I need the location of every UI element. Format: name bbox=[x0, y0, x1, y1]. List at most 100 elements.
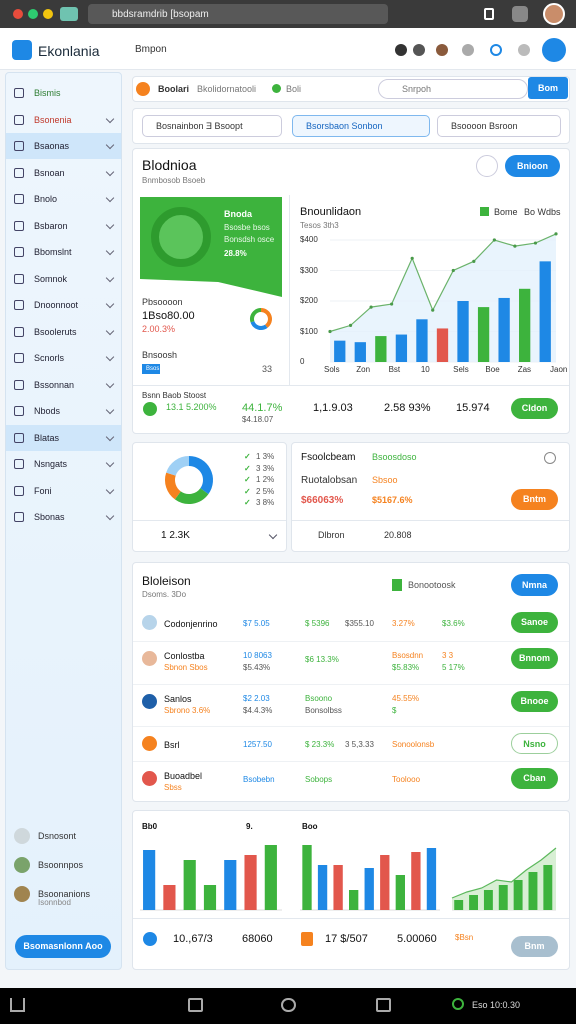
line bbox=[329, 233, 557, 333]
bar bbox=[416, 319, 428, 362]
icon bbox=[14, 247, 24, 257]
dropdown[interactable] bbox=[142, 115, 282, 137]
card-subtitle: Dsoms. 3Do bbox=[142, 590, 187, 599]
button[interactable]: Bsomasnlonn Aoo bbox=[15, 935, 111, 958]
button[interactable]: Bnooe bbox=[511, 691, 558, 712]
card-subtitle: Bnmbosob Bsoeb bbox=[142, 176, 206, 185]
row-icon bbox=[142, 615, 157, 630]
stat-value: 10.,67/3 bbox=[173, 933, 213, 945]
legend-entry: 1 2% bbox=[256, 475, 275, 484]
footer-label: Dlbron bbox=[318, 530, 345, 540]
icon bbox=[14, 114, 24, 125]
icon bbox=[14, 485, 24, 496]
status-dot bbox=[272, 84, 281, 93]
row-sub: Sbrono 3.6% bbox=[164, 706, 211, 715]
nav-item[interactable]: Bsaonas bbox=[34, 141, 70, 151]
button[interactable]: Nmna bbox=[511, 574, 558, 596]
action-button[interactable] bbox=[542, 38, 566, 62]
button[interactable]: Nsno bbox=[511, 733, 558, 754]
nav-item[interactable]: Bsbaron bbox=[34, 220, 68, 231]
nav-item[interactable]: Dnoonnoot bbox=[34, 300, 79, 310]
nav-button[interactable] bbox=[188, 998, 203, 1012]
button[interactable]: Cldon bbox=[511, 398, 558, 419]
icon bbox=[14, 88, 24, 98]
nav-item[interactable]: Nbods bbox=[34, 406, 61, 416]
nav-item[interactable]: Bismis bbox=[34, 88, 61, 98]
icon-button[interactable] bbox=[476, 155, 498, 177]
nav-item[interactable]: Foni bbox=[34, 485, 52, 496]
icon[interactable] bbox=[518, 44, 530, 56]
footer-label: Bsnn Baob Stoost bbox=[142, 391, 207, 400]
cell: $ 5396 bbox=[305, 619, 330, 628]
window-dot bbox=[43, 9, 53, 19]
legend-entry: Bome bbox=[494, 207, 518, 217]
nav-item[interactable]: Bnolo bbox=[34, 194, 58, 204]
user-name[interactable]: Dsnosont bbox=[38, 831, 77, 841]
x-tick-label: Sols bbox=[324, 365, 340, 374]
dropdown-value[interactable]: 1 2.3K bbox=[161, 530, 190, 541]
button[interactable]: Bnm bbox=[511, 936, 558, 957]
icon[interactable] bbox=[462, 44, 474, 56]
nav-item[interactable]: Bbomslnt bbox=[34, 247, 72, 257]
icon[interactable] bbox=[413, 44, 425, 56]
button[interactable]: Bntm bbox=[511, 489, 558, 510]
avatar bbox=[543, 3, 565, 25]
search-box[interactable] bbox=[378, 79, 528, 99]
dropdown[interactable] bbox=[437, 115, 561, 137]
nav-button[interactable] bbox=[281, 998, 296, 1012]
chart-label: Bb0 bbox=[142, 822, 158, 831]
nav-item[interactable]: Sbonas bbox=[34, 512, 65, 522]
nav-item[interactable]: Bssonnan bbox=[34, 379, 75, 390]
bar bbox=[513, 880, 523, 910]
icon[interactable] bbox=[490, 44, 502, 56]
row-sub: Sbnon Sbos bbox=[164, 663, 208, 672]
logo: Ekonlania bbox=[38, 43, 100, 59]
line bbox=[451, 847, 557, 899]
cell: 1257.50 bbox=[243, 740, 272, 749]
nav-item[interactable]: Blatas bbox=[34, 432, 60, 443]
app-header bbox=[0, 28, 576, 70]
button[interactable]: Bnnom bbox=[511, 648, 558, 669]
icon bbox=[14, 300, 24, 310]
nav-button[interactable] bbox=[376, 998, 391, 1012]
dropdown-label: Bsorsbaon Sonbon bbox=[306, 121, 383, 131]
url-bar[interactable] bbox=[88, 4, 388, 24]
nav-item[interactable]: Bsnoan bbox=[34, 167, 65, 178]
divider bbox=[133, 385, 569, 386]
cell: $ bbox=[392, 706, 397, 715]
nav-item[interactable]: Scnorls bbox=[34, 353, 65, 363]
nav-item[interactable]: Bsooleruts bbox=[34, 326, 77, 337]
dropdown[interactable] bbox=[292, 115, 430, 137]
bar bbox=[436, 328, 449, 362]
button[interactable]: Sanoe bbox=[511, 612, 558, 633]
row-divider bbox=[133, 641, 569, 642]
nav-item[interactable]: Somnok bbox=[34, 273, 68, 284]
y-tick-label: $200 bbox=[300, 296, 318, 305]
stat-value: 15.974 bbox=[456, 402, 490, 414]
line-point bbox=[533, 241, 538, 245]
cell: Bsoono bbox=[305, 694, 333, 703]
user-name[interactable]: Bsoonnpos bbox=[38, 860, 84, 870]
button[interactable]: Bom bbox=[528, 77, 568, 99]
icon[interactable] bbox=[436, 44, 448, 56]
nav-button[interactable] bbox=[10, 998, 25, 1012]
icon bbox=[484, 8, 494, 20]
user-name[interactable]: Bsoonanions bbox=[38, 889, 91, 899]
nav-item[interactable]: Nsngats bbox=[34, 459, 68, 469]
icon[interactable] bbox=[395, 44, 407, 56]
bar bbox=[483, 890, 493, 910]
stat-value: 1Bso80.00 bbox=[142, 310, 195, 322]
nav-item[interactable]: Bsonenia bbox=[34, 114, 72, 125]
breadcrumb-sub: Bkolidornatooli bbox=[197, 84, 257, 94]
button[interactable]: Cban bbox=[511, 768, 558, 789]
bar bbox=[528, 872, 538, 910]
bar bbox=[411, 852, 421, 910]
button[interactable]: Bnioon bbox=[505, 155, 560, 177]
cell: Bonsolbss bbox=[305, 706, 342, 715]
active-item bbox=[6, 424, 121, 451]
legend-check: ✓ bbox=[244, 452, 251, 461]
nav-item[interactable]: Bmpon bbox=[135, 44, 167, 55]
divider bbox=[289, 195, 290, 385]
icon bbox=[392, 579, 402, 591]
